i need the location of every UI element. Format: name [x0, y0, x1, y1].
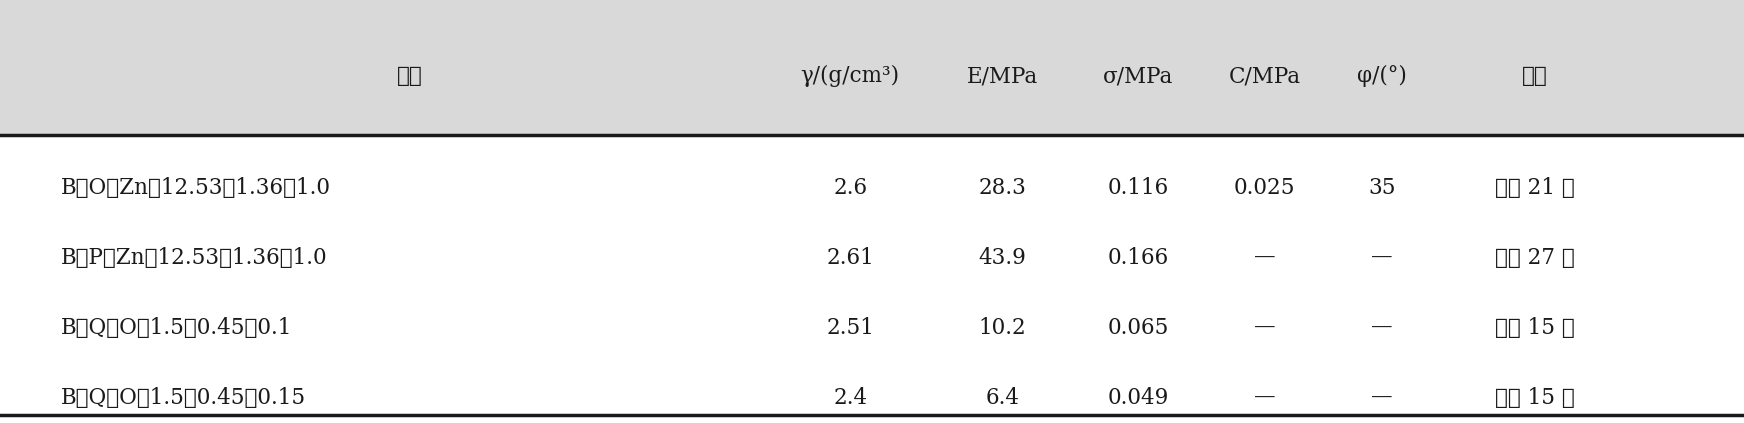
Text: —: — — [1254, 387, 1275, 409]
Text: C/MPa: C/MPa — [1228, 65, 1301, 87]
Text: 43.9: 43.9 — [978, 247, 1027, 269]
Text: 干燥 15 天: 干燥 15 天 — [1495, 317, 1575, 339]
Text: 干燥 21 天: 干燥 21 天 — [1495, 177, 1575, 199]
Bar — [0, 0, 1744, 135]
Text: B：Q：O＀1.5：0.45：0.1: B：Q：O＀1.5：0.45：0.1 — [61, 317, 293, 339]
Text: 2.51: 2.51 — [827, 317, 874, 339]
Text: 2.4: 2.4 — [834, 387, 867, 409]
Text: —: — — [1254, 317, 1275, 339]
Text: —: — — [1371, 387, 1393, 409]
Text: φ/(°): φ/(°) — [1357, 65, 1407, 87]
Text: 0.049: 0.049 — [1107, 387, 1168, 409]
Text: B：O：Zn＀12.53：1.36：1.0: B：O：Zn＀12.53：1.36：1.0 — [61, 177, 331, 199]
Text: σ/MPa: σ/MPa — [1102, 65, 1174, 87]
Text: 2.6: 2.6 — [834, 177, 867, 199]
Text: B：P：Zn＀12.53：1.36：1.0: B：P：Zn＀12.53：1.36：1.0 — [61, 247, 328, 269]
Text: 0.025: 0.025 — [1233, 177, 1296, 199]
Text: 10.2: 10.2 — [978, 317, 1027, 339]
Text: E/MPa: E/MPa — [968, 65, 1038, 87]
Text: B：Q：O＀1.5：0.45：0.15: B：Q：O＀1.5：0.45：0.15 — [61, 387, 307, 409]
Text: 2.61: 2.61 — [827, 247, 874, 269]
Text: —: — — [1254, 247, 1275, 269]
Text: 配比: 配比 — [398, 65, 422, 87]
Text: 6.4: 6.4 — [985, 387, 1020, 409]
Text: —: — — [1371, 317, 1393, 339]
Text: 干燥 27 天: 干燥 27 天 — [1495, 247, 1575, 269]
Text: γ/(g/cm³): γ/(g/cm³) — [800, 65, 900, 87]
Text: 28.3: 28.3 — [978, 177, 1027, 199]
Text: 0.166: 0.166 — [1107, 247, 1168, 269]
Text: 0.065: 0.065 — [1107, 317, 1168, 339]
Text: 0.116: 0.116 — [1107, 177, 1168, 199]
Text: 备注: 备注 — [1523, 65, 1547, 87]
Text: 干燥 15 天: 干燥 15 天 — [1495, 387, 1575, 409]
Text: —: — — [1371, 247, 1393, 269]
Text: 35: 35 — [1369, 177, 1395, 199]
